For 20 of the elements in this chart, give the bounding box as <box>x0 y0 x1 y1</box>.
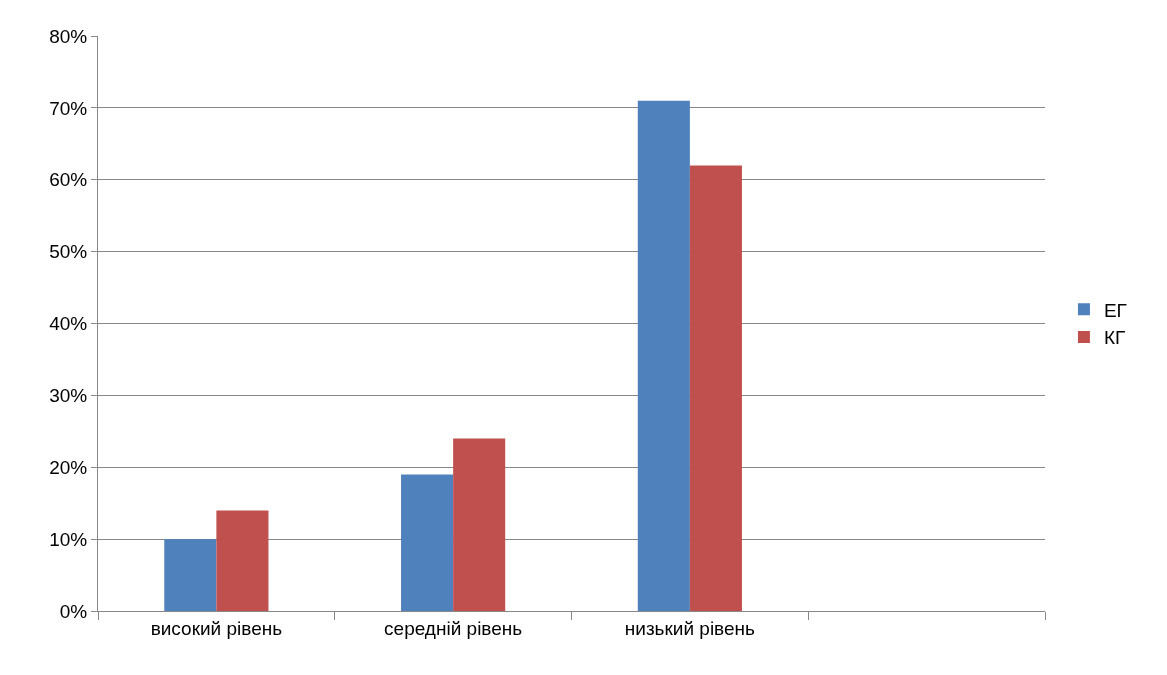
bar <box>164 539 217 611</box>
y-tick-label: 10% <box>49 528 88 550</box>
bar <box>216 510 269 611</box>
legend-label: КГ <box>1103 327 1126 349</box>
legend-label: ЕГ <box>1103 299 1127 321</box>
bar <box>401 474 454 611</box>
y-tick-label: 80% <box>49 25 88 47</box>
y-tick-label: 0% <box>59 600 88 622</box>
y-tick-label: 40% <box>49 313 88 335</box>
y-tick-label: 60% <box>49 169 88 191</box>
y-tick-label: 50% <box>49 241 88 263</box>
y-tick-label: 30% <box>49 385 88 407</box>
y-tick-label: 70% <box>49 97 88 119</box>
x-tick-label: середній рівень <box>384 617 523 639</box>
bar <box>637 100 690 611</box>
x-tick-label: низький рівень <box>624 617 756 639</box>
x-tick-label: високий рівень <box>150 617 283 639</box>
y-tick-label: 20% <box>49 456 88 478</box>
bar <box>689 165 742 611</box>
bar <box>453 438 506 611</box>
